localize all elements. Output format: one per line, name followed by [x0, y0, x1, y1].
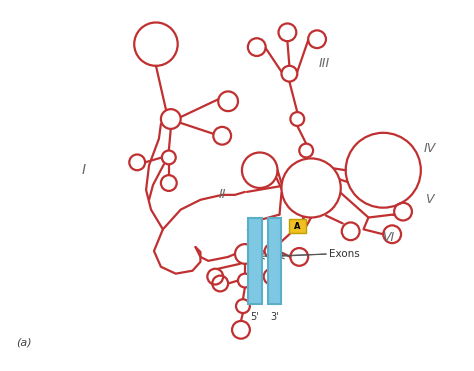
Text: III: III [319, 58, 329, 70]
FancyBboxPatch shape [268, 217, 282, 304]
Circle shape [236, 299, 250, 313]
Text: VI: VI [382, 231, 394, 244]
Circle shape [238, 274, 252, 288]
Circle shape [235, 244, 255, 264]
Text: 3': 3' [270, 312, 279, 322]
Circle shape [264, 244, 279, 258]
Text: Exons: Exons [329, 249, 360, 259]
Text: 5': 5' [250, 312, 259, 322]
Circle shape [299, 144, 313, 157]
Text: A: A [294, 222, 301, 231]
Text: II: II [219, 188, 226, 201]
Text: I: I [82, 163, 86, 177]
Circle shape [291, 112, 304, 126]
Circle shape [282, 66, 297, 82]
FancyBboxPatch shape [290, 220, 306, 233]
FancyBboxPatch shape [248, 217, 262, 304]
Circle shape [162, 151, 176, 164]
Text: IV: IV [424, 142, 436, 155]
Circle shape [161, 109, 181, 129]
Text: (a): (a) [17, 338, 32, 348]
Circle shape [282, 158, 341, 217]
Text: V: V [426, 193, 434, 206]
